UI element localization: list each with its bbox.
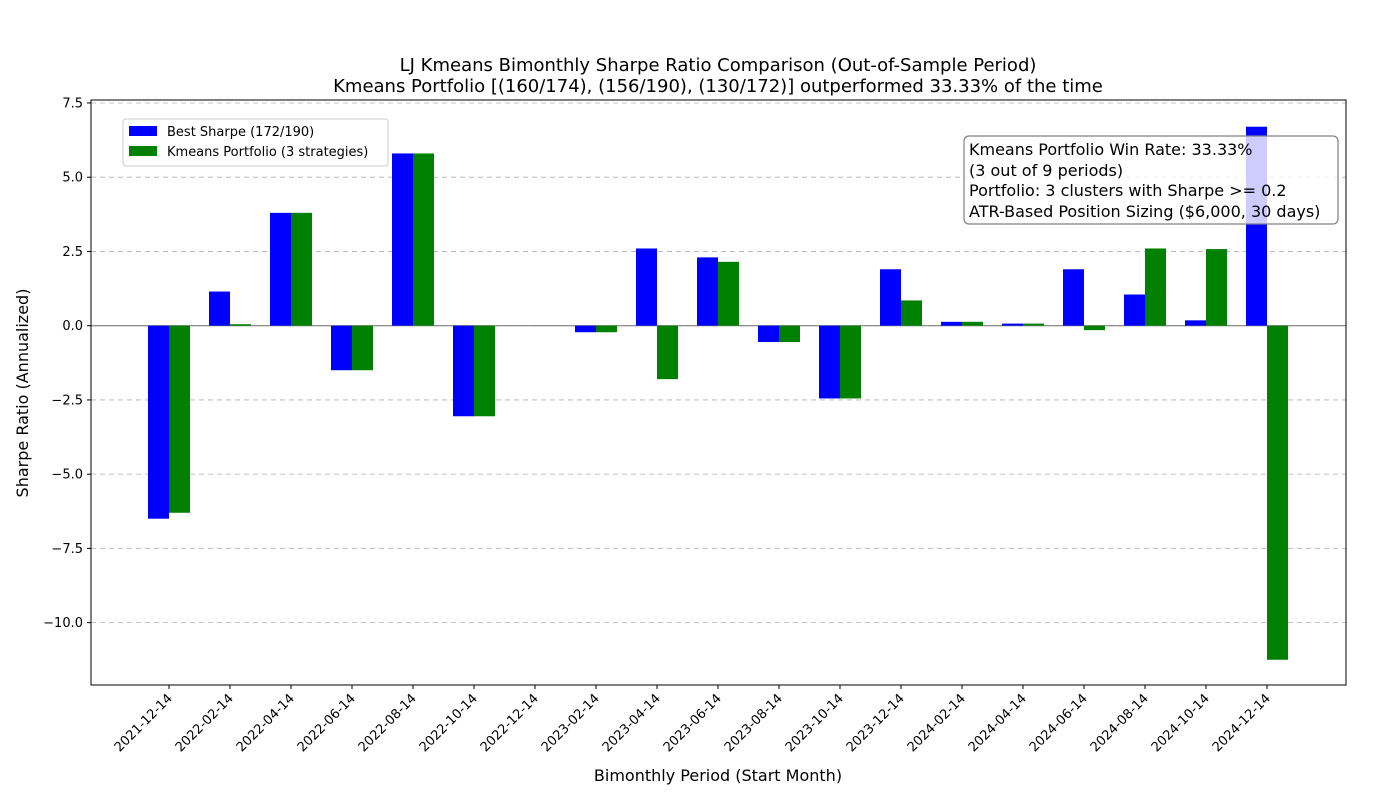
y-axis-label: Sharpe Ratio (Annualized) <box>13 289 32 498</box>
legend-frame <box>122 118 389 167</box>
bar-best-sharpe-2024-10-14 <box>1185 320 1206 326</box>
bar-best-sharpe-2023-06-14 <box>697 257 718 326</box>
y-tick-label: −7.5 <box>51 542 83 557</box>
legend-label-best-sharpe: Best Sharpe (172/190) <box>167 125 314 140</box>
bars <box>148 126 1288 660</box>
bar-kmeans-portfolio-2022-06-14 <box>352 325 373 371</box>
bar-best-sharpe-2024-08-14 <box>1124 294 1145 326</box>
legend-label-kmeans-portfolio: Kmeans Portfolio (3 strategies) <box>167 145 368 160</box>
bar-kmeans-portfolio-2023-04-14 <box>657 325 678 380</box>
chart-title: LJ Kmeans Bimonthly Sharpe Ratio Compari… <box>400 55 1037 76</box>
bar-kmeans-portfolio-2022-08-14 <box>413 153 434 326</box>
bar-kmeans-portfolio-2023-08-14 <box>779 325 800 343</box>
bar-kmeans-portfolio-2022-02-14 <box>230 324 251 326</box>
bar-kmeans-portfolio-2024-08-14 <box>1145 248 1166 326</box>
bar-best-sharpe-2022-10-14 <box>453 325 474 417</box>
bar-best-sharpe-2024-06-14 <box>1063 269 1084 326</box>
bar-kmeans-portfolio-2023-12-14 <box>901 300 922 326</box>
bar-kmeans-portfolio-2022-10-14 <box>474 325 495 417</box>
chart-subtitle: Kmeans Portfolio [(160/174), (156/190), … <box>333 76 1103 97</box>
x-axis-label: Bimonthly Period (Start Month) <box>594 766 842 785</box>
bar-best-sharpe-2022-08-14 <box>392 153 413 326</box>
annotation-line-2: (3 out of 9 periods) <box>969 161 1123 180</box>
bar-best-sharpe-2023-10-14 <box>819 325 840 399</box>
bar-kmeans-portfolio-2022-04-14 <box>291 212 312 326</box>
bar-best-sharpe-2024-02-14 <box>941 321 962 326</box>
bar-best-sharpe-2022-06-14 <box>331 325 352 371</box>
annotation-line-3: Portfolio: 3 clusters with Sharpe >= 0.2 <box>969 181 1287 200</box>
annotation-line-1: Kmeans Portfolio Win Rate: 33.33% <box>969 140 1253 159</box>
bar-best-sharpe-2023-02-14 <box>575 325 596 333</box>
y-tick-label: −2.5 <box>51 393 83 408</box>
y-tick-label: 0.0 <box>62 319 83 334</box>
bar-best-sharpe-2022-02-14 <box>209 291 230 326</box>
y-tick-label: 7.5 <box>62 96 83 111</box>
win-rate-annotation: Kmeans Portfolio Win Rate: 33.33% (3 out… <box>963 135 1339 225</box>
bar-best-sharpe-2024-04-14 <box>1002 323 1023 326</box>
bar-best-sharpe-2023-08-14 <box>758 325 779 343</box>
legend-swatch-kmeans-portfolio <box>129 146 157 156</box>
y-tick-label: −5.0 <box>51 468 83 483</box>
bar-kmeans-portfolio-2023-10-14 <box>840 325 861 399</box>
bar-kmeans-portfolio-2024-12-14 <box>1267 325 1288 660</box>
annotation-box <box>963 135 1339 225</box>
bar-kmeans-portfolio-2021-12-14 <box>169 325 190 513</box>
legend-swatch-best-sharpe <box>129 126 157 136</box>
bar-best-sharpe-2023-04-14 <box>636 248 657 326</box>
y-tick-label: −10.0 <box>43 616 83 631</box>
y-tick-label: 5.0 <box>62 171 83 186</box>
bar-kmeans-portfolio-2023-06-14 <box>718 261 739 326</box>
bar-best-sharpe-2022-04-14 <box>270 212 291 326</box>
bar-kmeans-portfolio-2023-02-14 <box>596 325 617 333</box>
y-axis: 7.5 5.0 2.5 0.0 −2.5 −5.0 −7.5 −10.0 <box>43 96 91 631</box>
annotation-line-4: ATR-Based Position Sizing ($6,000, 30 da… <box>969 202 1320 221</box>
bar-kmeans-portfolio-2024-10-14 <box>1206 249 1227 326</box>
y-tick-label: 2.5 <box>62 245 83 260</box>
legend: Best Sharpe (172/190) Kmeans Portfolio (… <box>122 118 389 167</box>
bar-kmeans-portfolio-2024-04-14 <box>1023 323 1044 326</box>
bar-kmeans-portfolio-2024-06-14 <box>1084 325 1105 331</box>
bar-best-sharpe-2023-12-14 <box>880 269 901 326</box>
bar-kmeans-portfolio-2024-02-14 <box>962 321 983 326</box>
bar-best-sharpe-2021-12-14 <box>148 325 169 519</box>
